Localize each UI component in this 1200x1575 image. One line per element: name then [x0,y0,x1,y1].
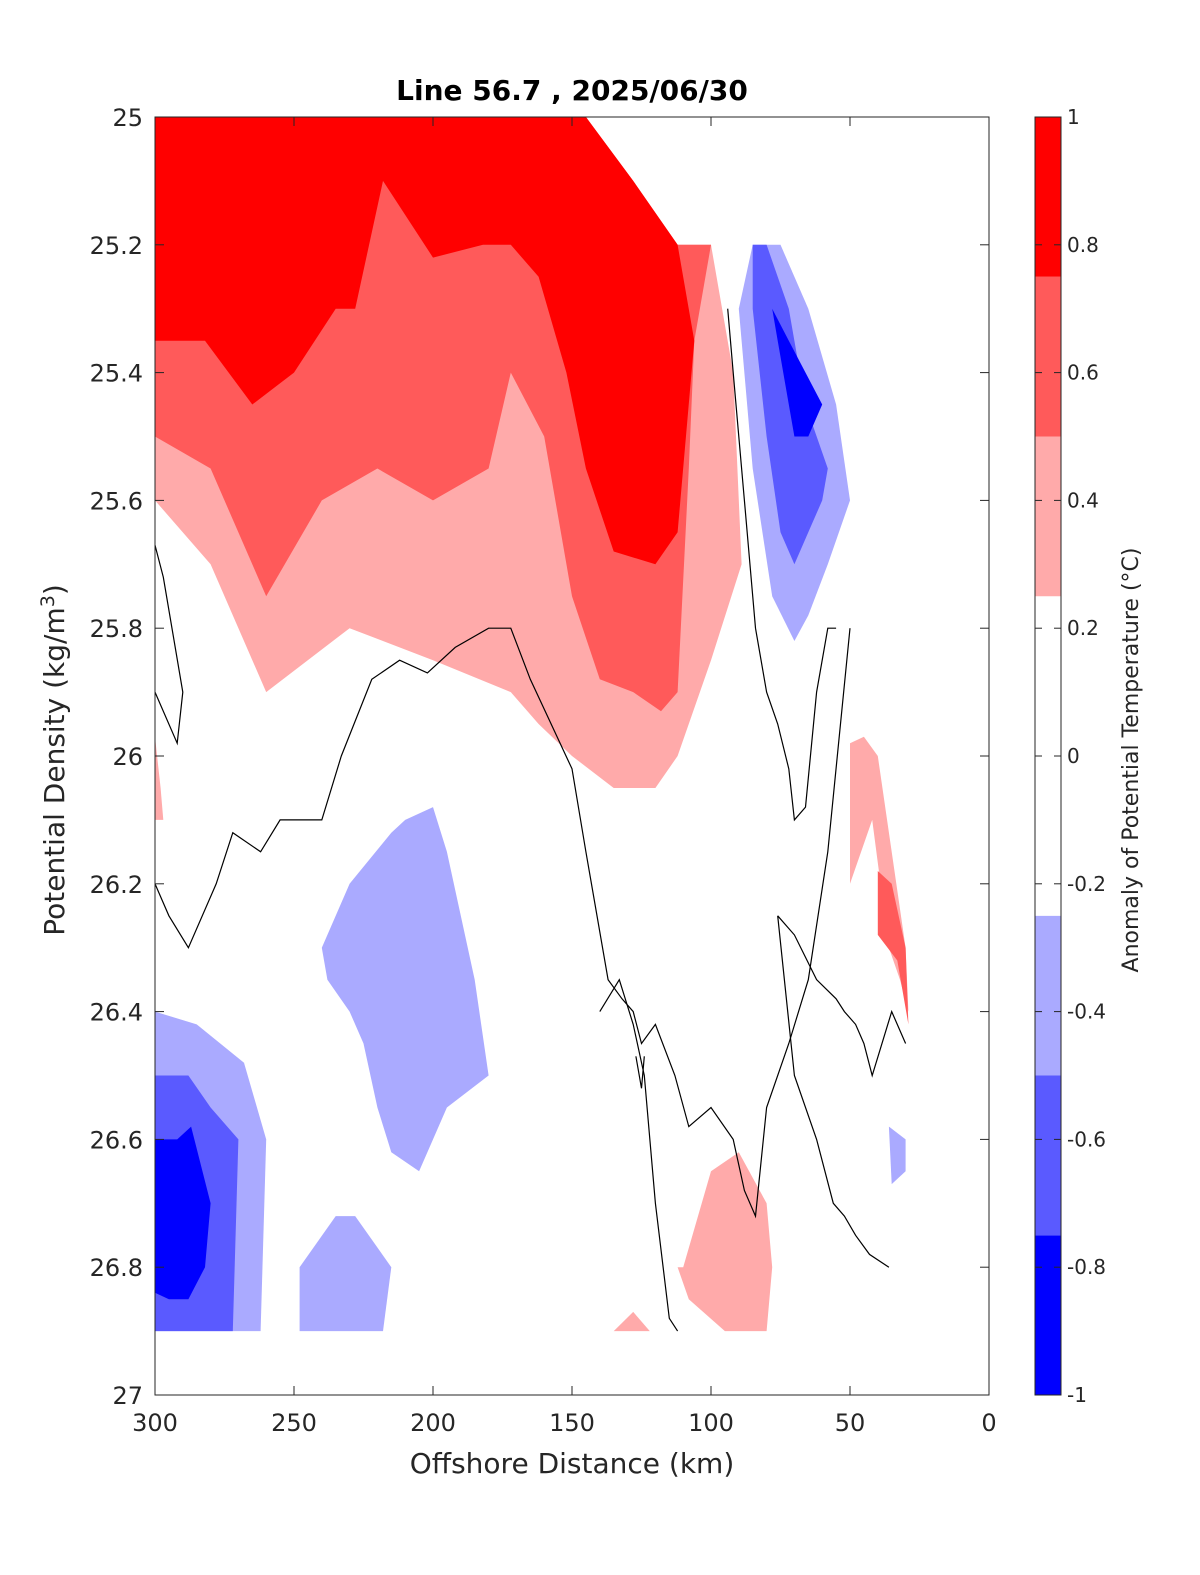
zero-contour-line-7 [777,915,890,1268]
y-axis-title-close: ) [38,584,71,595]
zero-contour-line-3 [599,978,679,1332]
contour-region-blue-light-bottom [299,1216,392,1332]
y-tick-label: 25.4 [90,360,143,388]
y-tick-label: 27 [112,1382,143,1410]
contour-region-red-dark-main [155,117,695,565]
x-axis-title: Offshore Distance (km) [410,1447,735,1480]
x-tick-label: 200 [410,1409,456,1437]
zero-contour-line-4 [635,1056,645,1089]
colorbar-tick-label: 0 [1067,744,1080,768]
contour-region-blue-dark-bottom-left [155,1126,211,1300]
contour-region-pink-left-sliver [155,736,164,820]
x-tick-label: 0 [981,1409,996,1437]
y-tick-label: 25 [112,104,143,132]
colorbar-ticks: -1 -0.8 -0.6 -0.4 -0.2 0 0.2 0.4 0.6 0.8 1 [1035,105,1106,1407]
colorbar-band-6 [1035,276,1061,437]
y-axis-title-superscript: 3 [37,595,59,607]
x-tick-label: 150 [549,1409,595,1437]
x-tick-label: 300 [132,1409,178,1437]
plot-area: 300 250 200 150 100 50 0 2525.225.425.625.8262… [90,104,997,1437]
colorbar-tick-label: -0.6 [1067,1127,1106,1151]
y-tick-label: 26.8 [90,1254,143,1282]
colorbar: -1 -0.8 -0.6 -0.4 -0.2 0 0.2 0.4 0.6 0.8 1 [1034,105,1106,1407]
chart-title: Line 56.7 , 2025/06/30 [396,74,748,107]
colorbar-tick-label: 0.4 [1067,488,1099,512]
colorbar-band-2 [1035,1075,1061,1236]
colorbar-tick-label: -0.2 [1067,872,1106,896]
colorbar-band-7 [1035,117,1061,277]
colorbar-bands [1035,117,1061,1395]
contour-region-pink-bottom-right [677,1152,773,1332]
colorbar-tick-label: -1 [1067,1383,1087,1407]
x-tick-label: 50 [835,1409,866,1437]
zero-contour-lines [154,308,907,1332]
zero-contour-line-5 [727,308,837,822]
colorbar-title: Anomaly of Potential Temperature (°C) [1119,548,1144,973]
y-axis-title-main: Potential Density (kg/m [38,607,71,936]
contour-region-blue-light-center [321,807,489,1172]
contour-region-pink-bottom-small [613,1311,650,1332]
colorbar-band-3 [1035,915,1061,1076]
zero-contour-line-6 [777,915,907,1078]
contour-region-blue-dark-top-right [772,308,823,437]
contour-region-blue-light-small-right [888,1126,906,1185]
y-tick-label: 26.2 [90,871,143,899]
y-axis-ticks: 25 25.2 25.4 25.6 25.8 26 26.2 26.4 26.6 26.8 27 [90,104,989,1410]
y-tick-label: 25.8 [90,615,143,643]
x-axis-ticks: 300 250 200 150 100 50 0 [132,117,997,1437]
colorbar-band-1 [1035,1235,1061,1395]
contour-region-red-right [877,871,909,1025]
contour-regions [155,117,909,1332]
y-tick-label: 26.6 [90,1126,143,1154]
y-tick-label: 25.6 [90,487,143,515]
zero-contour-line-1 [154,544,184,746]
colorbar-tick-label: -0.8 [1067,1255,1106,1279]
colorbar-tick-label: 0.8 [1067,233,1099,257]
colorbar-tick-label: 1 [1067,105,1080,129]
colorbar-tick-label: 0.2 [1067,616,1099,640]
colorbar-tick-label: 0.6 [1067,361,1099,385]
colorbar-tick-label: -0.4 [1067,1000,1106,1024]
zero-contour-line-2 [154,627,851,1219]
x-tick-label: 100 [688,1409,734,1437]
y-tick-label: 26.4 [90,999,143,1027]
y-tick-label: 26 [112,743,143,771]
y-tick-label: 25.2 [90,232,143,260]
y-axis-title: Potential Density (kg/m3) [37,584,71,936]
colorbar-band-5 [1035,436,1061,597]
x-tick-label: 250 [271,1409,317,1437]
